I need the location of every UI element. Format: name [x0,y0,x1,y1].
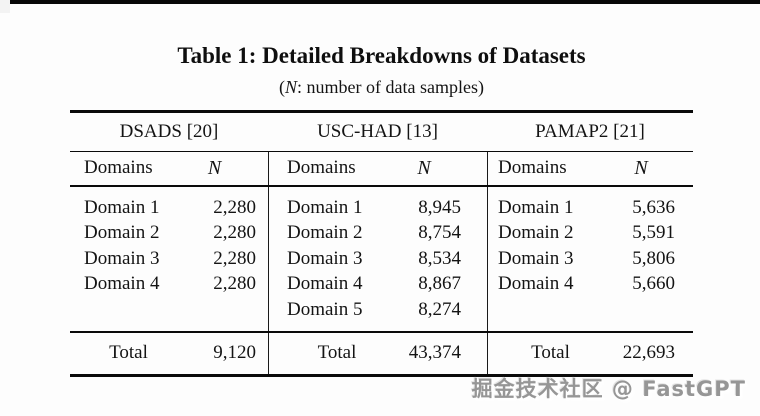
midrule-above-column-headers [70,150,693,152]
body-column-pamap2: Domain 1 5,636 Domain 2 5,591 Domain 3 5… [487,186,693,332]
dataset-names-row: DSADS [20] USC-HAD [13] PAMAP2 [21] [70,113,693,151]
bottomrule [70,373,693,377]
table-title: Table 1: Detailed Breakdowns of Datasets [177,43,586,68]
table-subtitle: (N: number of data samples) [70,76,693,98]
top-edge-bar [10,0,760,4]
toprule [70,110,693,113]
domains-header: Domains [287,157,356,179]
total-cell-usc-had: Total 43,374 [268,332,487,374]
table-row: Domain 2 8,754 [269,220,487,246]
domain-cell: Domain 3 [498,247,574,269]
domain-cell: Domain 5 [287,298,363,320]
count-cell: 8,754 [418,222,461,244]
total-label: Total [109,342,148,364]
table-row: Domain 2 2,280 [70,220,268,246]
table-body: Domain 1 2,280 Domain 2 2,280 Domain 3 2… [70,186,693,332]
count-cell: 5,636 [632,196,675,218]
column-header-group-2: Domains N [268,151,487,185]
count-cell: 2,280 [213,273,256,295]
count-cell: 8,534 [418,247,461,269]
count-cell: 5,660 [632,273,675,295]
total-cell-pamap2: Total 22,693 [487,332,693,374]
domain-cell: Domain 4 [498,273,574,295]
table-row-empty [70,297,268,323]
table-row: Domain 5 8,274 [269,297,487,323]
domain-cell: Domain 2 [84,222,160,244]
table-row: Domain 1 8,945 [269,195,487,221]
dataset-name-dsads: DSADS [20] [119,120,219,142]
count-cell: 8,945 [418,196,461,218]
watermark-text: 掘金技术社区 @ FastGPT [471,377,746,401]
total-cell-dsads: Total 9,120 [70,333,268,374]
domain-cell: Domain 1 [84,196,160,218]
domain-cell: Domain 4 [84,273,160,295]
column-header-row: Domains N Domains N Domains N [70,151,693,185]
count-cell: 2,280 [213,196,256,218]
table-row-empty [488,297,693,323]
domains-header: Domains [498,157,567,179]
n-script-symbol: N [285,77,298,97]
count-cell: 5,806 [632,247,675,269]
subtitle-open-paren: ( [279,77,286,97]
body-column-usc-had: Domain 1 8,945 Domain 2 8,754 Domain 3 8… [268,186,487,332]
table-row: Domain 4 8,867 [269,271,487,297]
table-row: Domain 3 2,280 [70,246,268,272]
domain-cell: Domain 1 [287,196,363,218]
domain-cell: Domain 4 [287,273,363,295]
column-header-group-3: Domains N [487,151,693,185]
table-row: Domain 1 5,636 [488,195,693,221]
count-cell: 5,591 [632,222,675,244]
total-label: Total [317,342,357,364]
domains-header: Domains [84,157,153,179]
table-row: Domain 1 2,280 [70,195,268,221]
count-cell: 8,867 [418,273,461,295]
total-row: Total 9,120 Total 43,374 Total 22,693 [70,332,693,374]
dataset-name-usc-had: USC-HAD [13] [317,120,438,142]
n-header-symbol: N [207,156,222,179]
domain-cell: Domain 2 [498,222,574,244]
domain-cell: Domain 3 [84,247,160,269]
total-value: 22,693 [622,342,675,364]
total-value: 43,374 [408,342,461,364]
total-value: 9,120 [213,342,256,364]
domain-cell: Domain 2 [287,222,363,244]
column-header-group-1: Domains N [70,152,268,185]
count-cell: 2,280 [213,222,256,244]
midrule-below-column-headers [70,184,693,187]
table-row: Domain 3 8,534 [269,246,487,272]
total-label: Total [531,342,570,364]
n-header-symbol: N [634,156,648,179]
domain-cell: Domain 1 [498,196,574,218]
table-row: Domain 2 5,591 [488,220,693,246]
dataset-name-pamap2: PAMAP2 [21] [535,120,645,142]
count-cell: 8,274 [418,298,461,320]
n-header-symbol: N [417,156,431,179]
domain-cell: Domain 3 [287,247,363,269]
table-row: Domain 3 5,806 [488,246,693,272]
body-column-dsads: Domain 1 2,280 Domain 2 2,280 Domain 3 2… [70,187,268,332]
table-row: Domain 4 5,660 [488,271,693,297]
midrule-above-total [70,331,693,333]
subtitle-text: : number of data samples) [297,77,484,97]
table-row: Domain 4 2,280 [70,271,268,297]
count-cell: 2,280 [213,247,256,269]
top-left-notch [0,0,10,13]
datasets-table: Table 1: Detailed Breakdowns of Datasets… [70,0,693,377]
